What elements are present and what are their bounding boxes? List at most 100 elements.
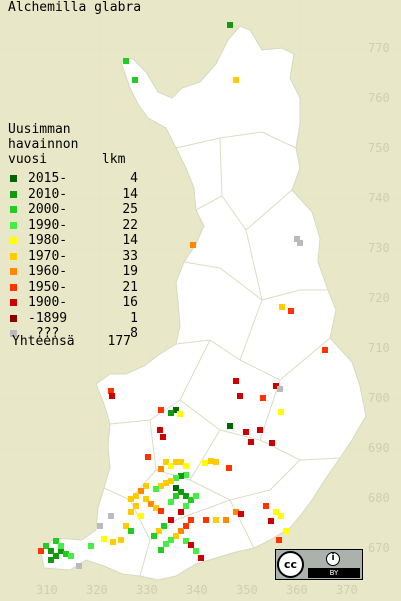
observation-square	[263, 503, 269, 509]
observation-square	[43, 543, 49, 549]
observation-square	[183, 538, 189, 544]
observation-square	[273, 383, 279, 389]
x-axis-tick: 320	[86, 583, 108, 597]
observation-square	[233, 378, 239, 384]
observation-square	[118, 537, 124, 543]
observation-square	[193, 548, 199, 554]
legend-count: 4	[130, 171, 138, 186]
y-axis-tick: 720	[368, 291, 390, 305]
observation-square	[178, 509, 184, 515]
legend-count: 25	[122, 202, 138, 217]
observation-square	[110, 539, 116, 545]
map-title: Alchemilla glabra	[8, 0, 142, 15]
observation-square	[193, 493, 199, 499]
legend-swatch	[10, 190, 17, 198]
observation-square	[273, 509, 279, 515]
observation-square	[101, 536, 107, 542]
observation-square	[223, 517, 229, 523]
observation-square	[322, 347, 328, 353]
legend-count: 19	[122, 264, 138, 279]
observation-square	[88, 543, 94, 549]
observation-square	[68, 553, 74, 559]
observation-square	[183, 472, 189, 478]
observation-square	[183, 503, 189, 509]
observation-square	[173, 533, 179, 539]
legend-count: 16	[122, 295, 138, 310]
y-axis-tick: 670	[368, 541, 390, 555]
observation-square	[178, 459, 184, 465]
observation-square	[248, 439, 254, 445]
observation-square	[173, 459, 179, 465]
legend-total-label: Yhteensä	[12, 334, 75, 349]
observation-square	[168, 517, 174, 523]
observation-square	[168, 463, 174, 469]
legend-total-count: 177	[107, 334, 131, 349]
legend-swatch	[10, 283, 17, 291]
observation-square	[145, 454, 151, 460]
y-axis-tick: 680	[368, 491, 390, 505]
observation-square	[278, 513, 284, 519]
observation-square	[161, 523, 167, 529]
observation-square	[163, 459, 169, 465]
cc-by-license-badge[interactable]: cc i BY	[275, 549, 363, 580]
legend-label: -1899	[28, 310, 68, 326]
x-axis-tick: 370	[336, 583, 358, 597]
observation-square	[76, 563, 82, 569]
observation-square	[226, 465, 232, 471]
legend-row: 1960- 19	[8, 264, 138, 280]
observation-square	[190, 242, 196, 248]
y-axis-tick: 740	[368, 191, 390, 205]
observation-square	[277, 386, 283, 392]
observation-square	[188, 517, 194, 523]
observation-square	[132, 77, 138, 83]
legend-row: -1899 1	[8, 311, 138, 327]
observation-square	[168, 410, 174, 416]
y-axis-tick: 750	[368, 141, 390, 155]
observation-square	[208, 458, 214, 464]
observation-square	[233, 77, 239, 83]
observation-square	[153, 486, 159, 492]
legend-row: 1900- 16	[8, 295, 138, 311]
observation-square	[128, 528, 134, 534]
observation-square	[158, 466, 164, 472]
observation-square	[173, 485, 179, 491]
observation-square	[233, 509, 239, 515]
legend-swatch	[10, 206, 17, 213]
observation-square	[158, 483, 164, 489]
observation-square	[168, 478, 174, 484]
attribution-person-icon: i	[326, 552, 340, 566]
observation-square	[288, 308, 294, 314]
observation-square	[297, 240, 303, 246]
observation-square	[188, 542, 194, 548]
finland-land-area	[39, 25, 367, 581]
observation-square	[108, 513, 114, 519]
legend-label: 1970-	[28, 248, 68, 264]
legend-swatch	[10, 237, 17, 244]
legend-label: 2010-	[28, 186, 68, 202]
observation-square	[138, 488, 144, 494]
legend-row: 1980- 14	[8, 233, 138, 249]
observation-square	[158, 407, 164, 413]
observation-square	[156, 528, 162, 534]
legend-label: 2000-	[28, 202, 68, 217]
observation-square	[213, 517, 219, 523]
observation-square	[153, 505, 159, 511]
legend-row: 1970- 33	[8, 249, 138, 265]
legend-count: 8	[130, 326, 138, 341]
legend-total: Yhteensä 177	[12, 334, 131, 349]
observation-square	[168, 499, 174, 505]
observation-square	[123, 58, 129, 64]
legend-row: 1950- 21	[8, 280, 138, 296]
observation-square	[238, 511, 244, 517]
observation-square	[109, 393, 115, 399]
legend-heading-line: Uusimman	[8, 122, 71, 137]
observation-square	[48, 557, 54, 563]
observation-square	[138, 513, 144, 519]
observation-square	[148, 501, 154, 507]
legend-row: 2010- 14	[8, 187, 138, 203]
legend-swatch	[10, 268, 17, 275]
y-axis-tick: 690	[368, 441, 390, 455]
observation-square	[38, 548, 44, 554]
by-label: BY	[308, 568, 360, 578]
observation-square	[283, 528, 289, 534]
